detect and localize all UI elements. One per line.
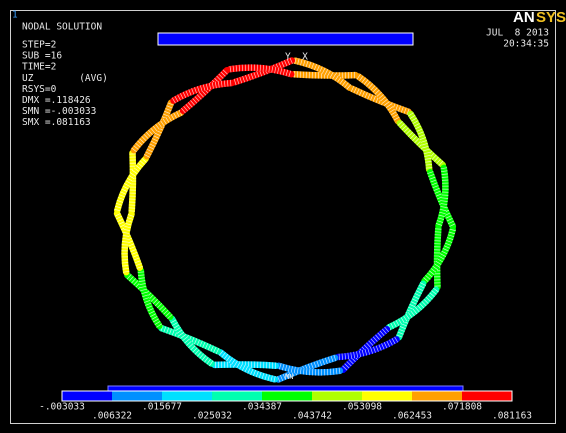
beam-segment: [385, 286, 440, 331]
mesh-lines: [137, 270, 163, 328]
beam-segment: [226, 64, 295, 78]
beam-segment: [168, 315, 215, 367]
mesh-lines: [114, 156, 149, 212]
beam-segment: [275, 362, 344, 376]
info-line: RSYS=0: [22, 84, 57, 95]
info-line: SUB =16: [22, 51, 62, 62]
mesh-lines: [181, 67, 230, 114]
beam-segment: [433, 225, 442, 291]
info-line: SMN =-.003033: [22, 106, 96, 117]
beam-segment: [435, 164, 449, 230]
legend-swatch: [212, 391, 262, 401]
contour-bar-bottom: [107, 385, 464, 392]
beam-segment: [355, 73, 402, 125]
beam-segment: [426, 169, 457, 230]
legend-label: .034387: [242, 402, 282, 413]
mesh-lines: [337, 336, 399, 361]
logo-suffix: SYS: [536, 9, 566, 26]
legend-label: .006322: [92, 411, 132, 422]
legend-label: .071808: [442, 402, 482, 413]
info-line: SMX =.081163: [22, 117, 91, 128]
beam-segment: [158, 324, 222, 355]
beam-segment: [113, 210, 144, 271]
legend-swatch: [312, 391, 362, 401]
beam-segment: [130, 109, 185, 154]
mesh-lines: [397, 121, 445, 168]
mesh-lines: [218, 349, 276, 383]
axis-triad-label: Y X: [285, 52, 308, 63]
date: JUL 8 2013: [486, 28, 549, 39]
beam-segment: [274, 354, 339, 383]
legend-label: .015677: [142, 402, 182, 413]
info-line: STEP=2: [22, 40, 56, 51]
window-frame: [10, 10, 556, 424]
legend-label: .081163: [492, 411, 532, 422]
legend-swatch: [112, 391, 162, 401]
mesh-lines: [125, 272, 173, 319]
mesh-lines: [294, 57, 352, 91]
info-line: DMX =.118426: [22, 95, 91, 106]
contour-legend: -.003033 .006322 .015677 .025032 .034387 .043…: [39, 390, 532, 422]
window-number: 1: [12, 10, 18, 21]
beam-segment: [128, 149, 137, 215]
beam-segment: [290, 71, 359, 79]
beam-segment: [143, 99, 175, 160]
legend-label: .053098: [342, 402, 382, 413]
logo-prefix: AN: [513, 9, 535, 26]
beam-segment: [211, 361, 280, 369]
info-line: UZ (AVG): [22, 73, 108, 84]
beam-segment: [231, 57, 296, 86]
legend-label: .025032: [192, 411, 232, 422]
beam-segment: [395, 280, 427, 341]
beam-segment: [121, 210, 135, 276]
legend-swatch: [462, 391, 512, 401]
legend-swatch: [362, 391, 412, 401]
legend-swatch: [262, 391, 312, 401]
legend-label: -.003033: [39, 402, 85, 413]
mesh-lines: [407, 112, 433, 170]
legend-label: .062453: [392, 411, 432, 422]
legend-outline: [61, 390, 513, 402]
info-line: NODAL SOLUTION: [22, 22, 102, 33]
legend-label: .043742: [292, 411, 332, 422]
mesh-lines: [171, 79, 233, 104]
deformed-model: [113, 57, 457, 383]
legend-swatch: [62, 391, 112, 401]
contour-bar-top: [157, 32, 414, 46]
legend-swatch: [162, 391, 212, 401]
beam-segment: [348, 85, 412, 116]
min-marker: MN: [285, 373, 293, 381]
info-line: TIME=2: [22, 62, 56, 73]
mesh-lines: [340, 326, 389, 373]
legend-swatch: [412, 391, 462, 401]
mesh-lines: [421, 228, 456, 284]
time: 20:34:35: [503, 39, 549, 50]
